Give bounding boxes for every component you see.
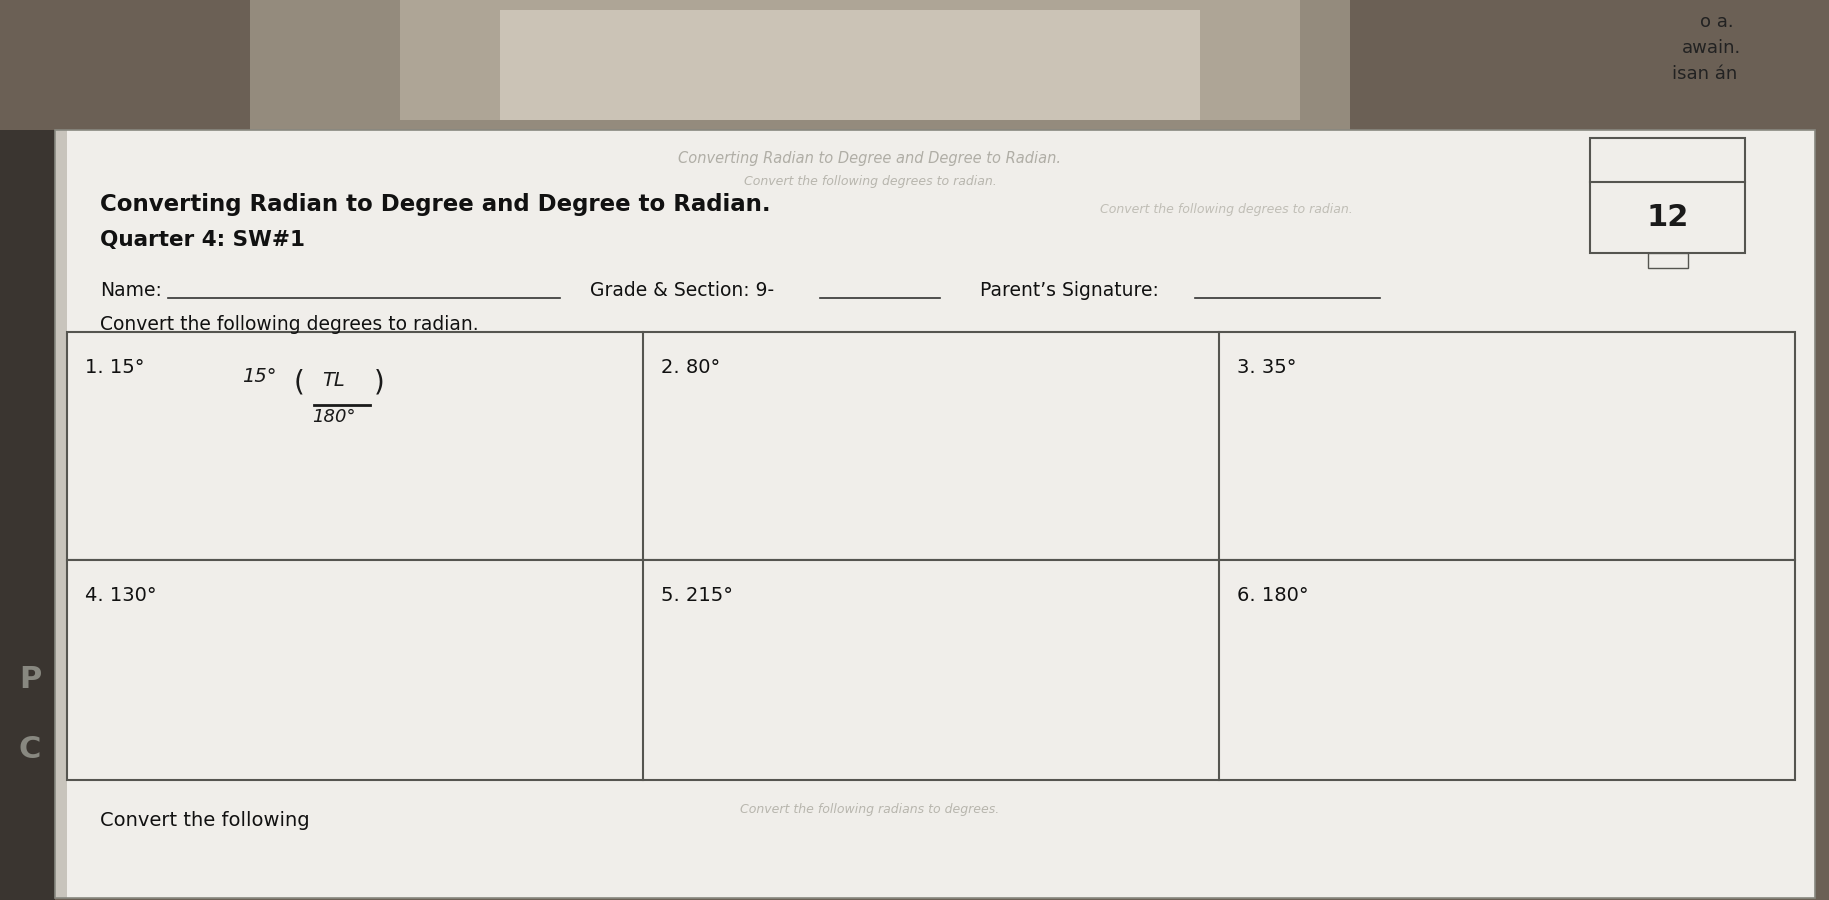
Text: 1. 15°: 1. 15° <box>84 358 144 377</box>
Text: 189.: 189. <box>565 437 602 455</box>
Bar <box>0 130 55 900</box>
Bar <box>68 560 1794 780</box>
Text: Name:: Name: <box>101 281 163 300</box>
Bar <box>68 332 1794 560</box>
Text: 6. 180°: 6. 180° <box>1236 586 1308 605</box>
Text: Convert the following degrees to radian.: Convert the following degrees to radian. <box>101 316 479 335</box>
Text: ): ) <box>373 369 384 397</box>
Text: Convert the following degrees to radian.: Convert the following degrees to radian. <box>1099 203 1353 217</box>
Text: 5. 215°: 5. 215° <box>660 586 733 605</box>
Text: 2. 80°: 2. 80° <box>660 358 721 377</box>
Text: 0464: 0464 <box>1714 437 1756 455</box>
Text: Grade & Section: 9-: Grade & Section: 9- <box>591 281 774 300</box>
Text: 3. 35°: 3. 35° <box>1236 358 1297 377</box>
Text: 15°: 15° <box>241 367 276 386</box>
Text: awain.: awain. <box>1683 39 1741 57</box>
Text: Converting Radian to Degree and Degree to Radian.: Converting Radian to Degree and Degree t… <box>679 150 1061 166</box>
Bar <box>401 0 1300 120</box>
Bar <box>251 0 1350 140</box>
Bar <box>55 130 1814 898</box>
Bar <box>55 130 68 898</box>
Text: Quarter 4: SW#1: Quarter 4: SW#1 <box>101 230 305 250</box>
Text: Convert the following radians to degrees.: Convert the following radians to degrees… <box>741 804 1000 816</box>
Bar <box>499 10 1200 120</box>
Text: 180°: 180° <box>313 408 355 426</box>
Text: P: P <box>18 665 40 695</box>
Text: Converting Radian to Degree and Degree to Radian.: Converting Radian to Degree and Degree t… <box>101 194 770 217</box>
Bar <box>0 0 1829 140</box>
Text: Convert the following: Convert the following <box>101 811 309 830</box>
Text: 0315: 0315 <box>1138 437 1180 455</box>
Text: (: ( <box>294 369 305 397</box>
Text: 12: 12 <box>1646 202 1688 232</box>
Bar <box>55 130 1814 898</box>
Bar <box>1648 253 1688 268</box>
Text: TL: TL <box>322 371 344 390</box>
Text: o a.: o a. <box>1699 13 1734 31</box>
Text: isan án: isan án <box>1672 65 1738 83</box>
Text: 4. 130°: 4. 130° <box>84 586 157 605</box>
Text: Convert the following degrees to radian.: Convert the following degrees to radian. <box>744 176 997 188</box>
Text: C: C <box>18 735 42 764</box>
Text: Parent’s Signature:: Parent’s Signature: <box>980 281 1160 300</box>
Bar <box>1589 138 1745 253</box>
